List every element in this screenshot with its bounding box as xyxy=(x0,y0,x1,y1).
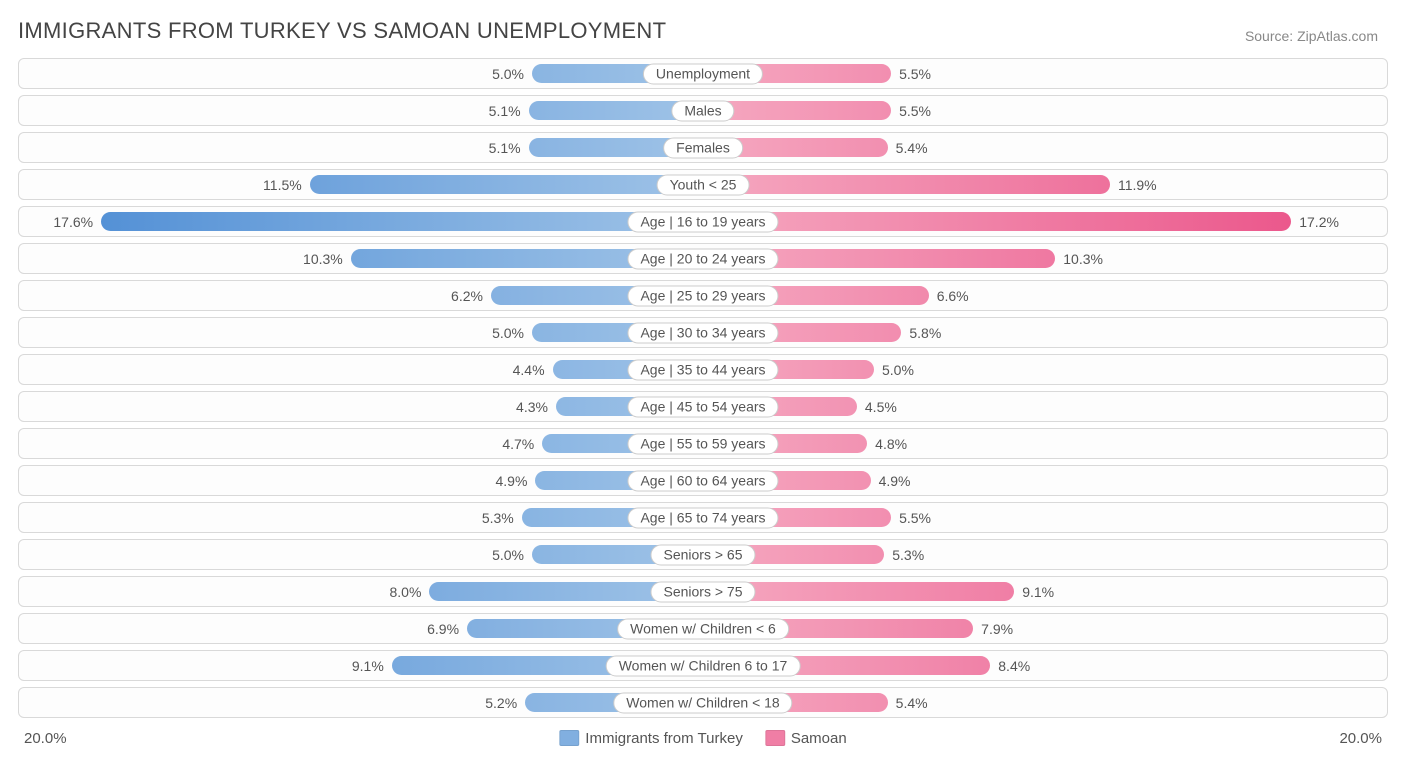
legend-label-right: Samoan xyxy=(791,730,847,747)
chart-row: 6.2% 6.6% Age | 25 to 29 years xyxy=(18,280,1388,311)
value-right: 4.8% xyxy=(875,429,907,458)
chart-area: 5.0% 5.5% Unemployment 5.1% 5.5% Males 5.1% 5.4… xyxy=(18,58,1388,718)
value-right: 5.0% xyxy=(882,355,914,384)
chart-row: 5.3% 5.5% Age | 65 to 74 years xyxy=(18,502,1388,533)
value-left: 6.9% xyxy=(427,614,459,643)
value-left: 17.6% xyxy=(53,207,93,236)
value-left: 5.0% xyxy=(492,318,524,347)
chart-row: 10.3% 10.3% Age | 20 to 24 years xyxy=(18,243,1388,274)
legend: Immigrants from Turkey Samoan xyxy=(559,730,846,747)
category-pill: Seniors > 75 xyxy=(651,581,756,602)
chart-row: 17.6% 17.2% Age | 16 to 19 years xyxy=(18,206,1388,237)
bar-right xyxy=(703,175,1110,194)
chart-row: 4.9% 4.9% Age | 60 to 64 years xyxy=(18,465,1388,496)
value-left: 5.1% xyxy=(489,133,521,162)
value-left: 9.1% xyxy=(352,651,384,680)
value-left: 4.4% xyxy=(513,355,545,384)
value-right: 5.4% xyxy=(896,133,928,162)
chart-row: 5.1% 5.4% Females xyxy=(18,132,1388,163)
chart-header: IMMIGRANTS FROM TURKEY VS SAMOAN UNEMPLO… xyxy=(0,0,1406,50)
category-pill: Unemployment xyxy=(643,63,763,84)
value-right: 17.2% xyxy=(1299,207,1339,236)
chart-row: 5.0% 5.8% Age | 30 to 34 years xyxy=(18,317,1388,348)
category-pill: Age | 16 to 19 years xyxy=(627,211,778,232)
value-right: 8.4% xyxy=(998,651,1030,680)
category-pill: Age | 45 to 54 years xyxy=(627,396,778,417)
legend-item-left: Immigrants from Turkey xyxy=(559,730,743,747)
legend-label-left: Immigrants from Turkey xyxy=(585,730,743,747)
category-pill: Women w/ Children < 18 xyxy=(613,692,792,713)
category-pill: Age | 20 to 24 years xyxy=(627,248,778,269)
chart-row: 8.0% 9.1% Seniors > 75 xyxy=(18,576,1388,607)
value-right: 11.9% xyxy=(1118,170,1157,199)
value-left: 6.2% xyxy=(451,281,483,310)
chart-title: IMMIGRANTS FROM TURKEY VS SAMOAN UNEMPLO… xyxy=(18,18,666,44)
category-pill: Women w/ Children < 6 xyxy=(617,618,789,639)
bar-right xyxy=(703,212,1291,231)
chart-row: 11.5% 11.9% Youth < 25 xyxy=(18,169,1388,200)
category-pill: Age | 25 to 29 years xyxy=(627,285,778,306)
value-right: 10.3% xyxy=(1063,244,1103,273)
value-right: 5.5% xyxy=(899,503,931,532)
value-left: 8.0% xyxy=(389,577,421,606)
value-left: 4.3% xyxy=(516,392,548,421)
category-pill: Age | 65 to 74 years xyxy=(627,507,778,528)
value-left: 11.5% xyxy=(263,170,302,199)
chart-footer: 20.0% Immigrants from Turkey Samoan 20.0… xyxy=(18,724,1388,752)
category-pill: Women w/ Children 6 to 17 xyxy=(606,655,801,676)
category-pill: Males xyxy=(671,100,734,121)
chart-row: 5.1% 5.5% Males xyxy=(18,95,1388,126)
bar-left xyxy=(101,212,703,231)
chart-row: 5.2% 5.4% Women w/ Children < 18 xyxy=(18,687,1388,718)
value-right: 5.3% xyxy=(892,540,924,569)
value-right: 9.1% xyxy=(1022,577,1054,606)
value-right: 4.9% xyxy=(879,466,911,495)
value-left: 4.9% xyxy=(496,466,528,495)
chart-row: 4.4% 5.0% Age | 35 to 44 years xyxy=(18,354,1388,385)
axis-max-right: 20.0% xyxy=(1339,730,1382,747)
category-pill: Age | 60 to 64 years xyxy=(627,470,778,491)
category-pill: Age | 35 to 44 years xyxy=(627,359,778,380)
legend-item-right: Samoan xyxy=(765,730,847,747)
bar-left xyxy=(310,175,703,194)
value-left: 10.3% xyxy=(303,244,343,273)
category-pill: Age | 55 to 59 years xyxy=(627,433,778,454)
category-pill: Seniors > 65 xyxy=(651,544,756,565)
value-left: 5.1% xyxy=(489,96,521,125)
legend-swatch-right xyxy=(765,730,785,746)
value-left: 4.7% xyxy=(502,429,534,458)
legend-swatch-left xyxy=(559,730,579,746)
category-pill: Youth < 25 xyxy=(657,174,750,195)
value-left: 5.2% xyxy=(485,688,517,717)
chart-row: 6.9% 7.9% Women w/ Children < 6 xyxy=(18,613,1388,644)
chart-row: 4.7% 4.8% Age | 55 to 59 years xyxy=(18,428,1388,459)
value-right: 5.5% xyxy=(899,59,931,88)
chart-source: Source: ZipAtlas.com xyxy=(1245,28,1378,44)
value-right: 6.6% xyxy=(937,281,969,310)
value-right: 4.5% xyxy=(865,392,897,421)
chart-row: 5.0% 5.5% Unemployment xyxy=(18,58,1388,89)
value-right: 5.8% xyxy=(909,318,941,347)
category-pill: Age | 30 to 34 years xyxy=(627,322,778,343)
value-right: 5.5% xyxy=(899,96,931,125)
value-right: 7.9% xyxy=(981,614,1013,643)
chart-row: 4.3% 4.5% Age | 45 to 54 years xyxy=(18,391,1388,422)
value-right: 5.4% xyxy=(896,688,928,717)
axis-max-left: 20.0% xyxy=(24,730,67,747)
chart-row: 5.0% 5.3% Seniors > 65 xyxy=(18,539,1388,570)
category-pill: Females xyxy=(663,137,743,158)
value-left: 5.0% xyxy=(492,540,524,569)
chart-row: 9.1% 8.4% Women w/ Children 6 to 17 xyxy=(18,650,1388,681)
value-left: 5.3% xyxy=(482,503,514,532)
value-left: 5.0% xyxy=(492,59,524,88)
